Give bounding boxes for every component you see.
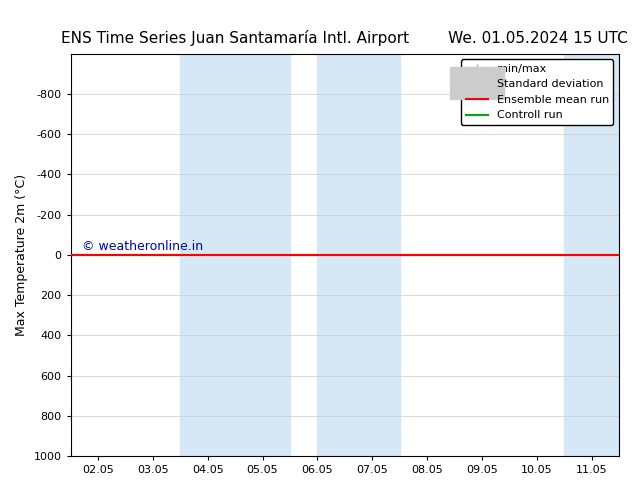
Bar xyxy=(180,54,290,456)
Text: © weatheronline.in: © weatheronline.in xyxy=(82,241,203,253)
Title: ENS Time Series Juan Santamaría Intl. Airport        We. 01.05.2024 15 UTC: ENS Time Series Juan Santamaría Intl. Ai… xyxy=(61,30,628,46)
Bar xyxy=(318,54,399,456)
Y-axis label: Max Temperature 2m (°C): Max Temperature 2m (°C) xyxy=(15,174,28,336)
Bar xyxy=(564,54,634,456)
Legend: min/max, Standard deviation, Ensemble mean run, Controll run: min/max, Standard deviation, Ensemble me… xyxy=(461,59,614,125)
